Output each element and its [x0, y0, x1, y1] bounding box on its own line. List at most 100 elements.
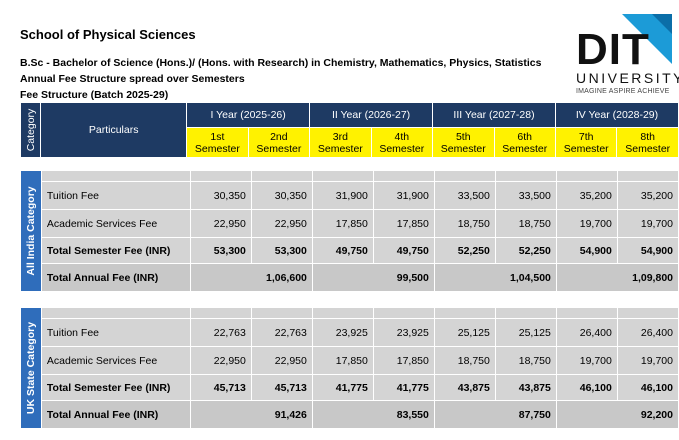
fee-cell: 18,750 [433, 346, 496, 375]
fee-cell: 25,125 [433, 318, 496, 347]
year-1-header: I Year (2025-26) [186, 102, 311, 128]
semester-header-3: 3rd Semester [309, 127, 372, 158]
spacer-cell [555, 307, 618, 319]
fee-cell: 33,500 [433, 181, 496, 210]
spacer-cell [189, 170, 252, 182]
spacer-cell [372, 170, 435, 182]
all-india-category-label: All India Category [20, 170, 42, 292]
annual-label: Total Annual Fee (INR) [40, 400, 191, 429]
semester-header-2: 2nd Semester [247, 127, 311, 158]
fee-cell: 52,250 [433, 237, 496, 264]
fee-cell: 45,713 [189, 374, 252, 401]
fee-cell: 19,700 [616, 346, 679, 375]
table-row: Total Semester Fee (INR) 45,713 45,713 41,7… [21, 374, 679, 401]
fee-cell: 31,900 [372, 181, 435, 210]
fee-cell: 53,300 [250, 237, 313, 264]
fee-cell: 45,713 [250, 374, 313, 401]
fee-cell: 17,850 [372, 209, 435, 238]
fee-cell: 18,750 [433, 209, 496, 238]
fee-cell: 17,850 [311, 346, 374, 375]
year-3-header: III Year (2027-28) [432, 102, 556, 128]
spacer-cell [433, 307, 496, 319]
table-row: Academic Services Fee 22,950 22,950 17,850 1… [21, 209, 679, 238]
fee-cell: 26,400 [555, 318, 618, 347]
school-title: School of Physical Sciences [20, 27, 196, 42]
fee-cell: 19,700 [555, 346, 618, 375]
row-label: Academic Services Fee [40, 346, 191, 375]
spacer-cell [250, 170, 313, 182]
table-row: Total Semester Fee (INR) 53,300 53,300 49,7… [21, 237, 679, 264]
spacer-cell [311, 307, 374, 319]
year-2-header: II Year (2026-27) [309, 102, 434, 128]
uk-state-category-label: UK State Category [20, 307, 42, 429]
fee-cell: 22,950 [189, 346, 252, 375]
fee-cell: 52,250 [494, 237, 557, 264]
spacer-cell [189, 307, 252, 319]
fee-cell: 22,763 [250, 318, 313, 347]
row-label: Total Semester Fee (INR) [40, 374, 191, 401]
fee-cell: 43,875 [494, 374, 557, 401]
fee-subtitle: Annual Fee Structure spread over Semeste… [20, 73, 245, 85]
spacer-cell [494, 170, 557, 182]
dit-university-logo: DIT UNIVERSITY IMAGINE ASPIRE ACHIEVE [568, 14, 679, 100]
annual-fee-cell: 1,04,500 [433, 263, 557, 292]
annual-fee-cell: 83,550 [311, 400, 435, 429]
annual-fee-cell: 1,09,800 [555, 263, 679, 292]
fee-cell: 19,700 [616, 209, 679, 238]
annual-label: Total Annual Fee (INR) [40, 263, 191, 292]
row-label: Tuition Fee [40, 181, 191, 210]
logo-tagline: IMAGINE ASPIRE ACHIEVE [576, 88, 670, 95]
semester-header-4: 4th Semester [370, 127, 434, 158]
fee-cell: 19,700 [555, 209, 618, 238]
row-label: Total Semester Fee (INR) [40, 237, 191, 264]
spacer-cell [494, 307, 557, 319]
semester-header-8: 8th Semester [616, 127, 679, 158]
spacer-cell [40, 170, 191, 182]
fee-cell: 33,500 [494, 181, 557, 210]
semester-header-6: 6th Semester [493, 127, 556, 158]
fee-cell: 22,950 [250, 346, 313, 375]
fee-cell: 25,125 [494, 318, 557, 347]
annual-fee-cell: 87,750 [433, 400, 557, 429]
row-label: Academic Services Fee [40, 209, 191, 238]
fee-cell: 23,925 [311, 318, 374, 347]
fee-cell: 17,850 [311, 209, 374, 238]
fee-cell: 54,900 [616, 237, 679, 264]
annual-fee-cell: 1,06,600 [189, 263, 313, 292]
table-row: Tuition Fee 30,350 30,350 31,900 31,900 33,50… [21, 181, 679, 210]
fee-cell: 54,900 [555, 237, 618, 264]
fee-cell: 18,750 [494, 209, 557, 238]
year-4-header: IV Year (2028-29) [554, 102, 679, 128]
fee-cell: 22,763 [189, 318, 252, 347]
batch-label: Fee Structure (Batch 2025-29) [20, 89, 169, 101]
spacer-cell [555, 170, 618, 182]
table-row: Tuition Fee 22,763 22,763 23,925 23,925 25,12… [21, 318, 679, 347]
fee-cell: 23,925 [372, 318, 435, 347]
semester-header-1: 1st Semester [186, 127, 249, 158]
annual-fee-cell: 91,426 [189, 400, 313, 429]
fee-cell: 26,400 [616, 318, 679, 347]
logo-wordmark: DIT [576, 25, 650, 74]
annual-row: Total Annual Fee (INR) 91,426 83,550 87,750… [21, 400, 679, 429]
fee-cell: 17,850 [372, 346, 435, 375]
logo-triangle-icon [622, 14, 672, 64]
fee-cell: 35,200 [555, 181, 618, 210]
fee-cell: 31,900 [311, 181, 374, 210]
spacer-cell [616, 170, 679, 182]
fee-cell: 22,950 [189, 209, 252, 238]
semester-header-5: 5th Semester [432, 127, 495, 158]
fee-cell: 41,775 [311, 374, 374, 401]
particulars-header: Particulars [40, 102, 188, 158]
table-row: Academic Services Fee 22,950 22,950 17,850 1… [21, 346, 679, 375]
fee-cell: 30,350 [250, 181, 313, 210]
annual-row: Total Annual Fee (INR) 1,06,600 99,500 1,04… [21, 263, 679, 292]
spacer-cell [616, 307, 679, 319]
fee-cell: 49,750 [311, 237, 374, 264]
uk-state-table: UK State Category Tuition Fee 22,763 22,763… [20, 307, 679, 429]
program-title: B.Sc - Bachelor of Science (Hons.)/ (Hon… [20, 57, 542, 69]
spacer-cell [40, 307, 191, 319]
spacer-cell [433, 170, 496, 182]
fee-cell: 46,100 [555, 374, 618, 401]
logo-university: UNIVERSITY [576, 70, 679, 86]
fee-cell: 49,750 [372, 237, 435, 264]
